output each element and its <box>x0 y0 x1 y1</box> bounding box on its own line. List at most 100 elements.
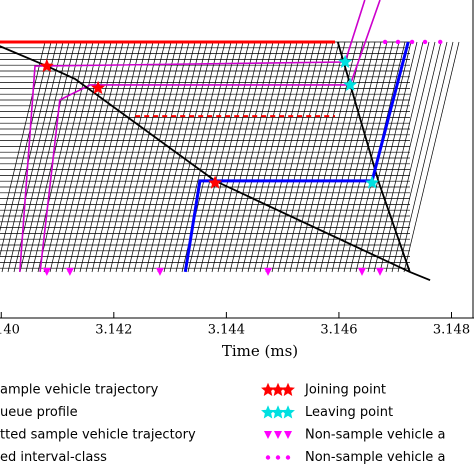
hatch-trajectory <box>325 41 382 273</box>
hatch-trajectory <box>295 41 352 273</box>
star-marker <box>39 58 54 73</box>
hatch-trajectory <box>37 41 94 273</box>
background-trajectories <box>0 41 460 273</box>
dot-marker <box>382 39 388 45</box>
hatch-trajectory <box>265 41 322 273</box>
hatch-trajectory <box>157 41 214 273</box>
triangle-marker <box>65 267 74 276</box>
series-line <box>39 0 381 272</box>
hatch-trajectory <box>49 41 106 273</box>
hatch-trajectory <box>187 41 244 273</box>
legend-label: ample vehicle trajectory <box>0 383 159 398</box>
hatch-trajectory <box>373 41 430 273</box>
hatch-trajectory <box>1 41 58 273</box>
dot-marker <box>438 39 443 45</box>
x-tick-label: 3.146 <box>320 323 357 338</box>
triangle-marker <box>264 267 273 276</box>
series-line <box>19 0 366 272</box>
hatch-trajectory <box>55 41 112 273</box>
star-marker <box>91 80 106 94</box>
triangle-marker <box>42 267 51 276</box>
hatch-trajectory <box>379 41 436 273</box>
legend-swatch <box>274 431 282 439</box>
hatch-trajectory <box>139 41 196 273</box>
hatch-trajectory <box>7 41 64 273</box>
triangle-marker <box>376 267 385 276</box>
hatch-trajectory <box>151 41 208 273</box>
hatch-trajectory <box>67 41 124 273</box>
legend-label: Non-sample vehicle a <box>305 428 445 443</box>
hatch-trajectory <box>97 41 154 273</box>
hatch-trajectory <box>283 41 340 273</box>
hatch-trajectory <box>163 41 220 273</box>
hatch-trajectory <box>211 41 268 273</box>
legend-label: Leaving point <box>305 405 393 420</box>
hatch-trajectory <box>79 41 136 273</box>
hatch-trajectory <box>193 41 250 273</box>
legend-swatch <box>261 382 275 396</box>
triangle-marker <box>155 267 164 276</box>
legend-swatch <box>275 455 281 460</box>
hatch-trajectory <box>43 41 100 273</box>
hatch-trajectory <box>247 41 304 273</box>
hatch-trajectory <box>19 41 76 273</box>
legend-swatch <box>271 405 285 419</box>
hatch-trajectory <box>115 41 172 273</box>
hatch-trajectory <box>331 41 388 273</box>
star-marker <box>365 175 380 189</box>
legend-swatch <box>261 405 275 419</box>
hatch-trajectory <box>391 41 448 273</box>
x-tick-label: 3.142 <box>95 323 132 338</box>
star-marker <box>338 54 353 68</box>
hatch-trajectory <box>259 41 316 273</box>
hatch-trajectory <box>85 41 142 273</box>
hatch-trajectory <box>397 41 454 273</box>
dot-marker <box>409 39 415 45</box>
hatch-trajectory <box>217 41 274 273</box>
hatch-trajectory <box>241 41 298 273</box>
hatch-trajectory <box>61 41 118 273</box>
hatch-trajectory <box>127 41 184 273</box>
legend-swatch <box>264 431 272 439</box>
hatch-trajectory <box>175 41 232 273</box>
hatch-trajectory <box>355 41 412 273</box>
hatch-trajectory <box>103 41 160 273</box>
legend-label: Non-sample vehicle a <box>305 450 445 465</box>
x-axis-title: Time (ms) <box>222 342 298 360</box>
hatch-trajectory <box>337 41 394 273</box>
hatch-trajectory <box>403 41 460 273</box>
plot-area <box>0 0 443 282</box>
triangle-marker <box>358 267 367 276</box>
x-tick-label: 3.148 <box>433 323 470 338</box>
hatch-trajectory <box>223 41 280 273</box>
hatch-trajectory <box>73 41 130 273</box>
hatch-trajectory <box>385 41 442 273</box>
series-line <box>183 41 410 273</box>
hatch-trajectory <box>301 41 358 273</box>
legend-swatch <box>281 405 295 419</box>
hatch-trajectory <box>145 41 202 273</box>
hatch-trajectory <box>205 41 262 273</box>
dot-marker <box>395 39 401 45</box>
x-tick-label: 3.140 <box>0 323 20 338</box>
legend-label: tted sample vehicle trajectory <box>0 428 196 443</box>
hatch-trajectory <box>91 41 148 273</box>
hatch-trajectory <box>109 41 166 273</box>
hatch-trajectory <box>289 41 346 273</box>
hatch-trajectory <box>307 41 364 273</box>
hatch-trajectory <box>229 41 286 273</box>
hatch-trajectory <box>271 41 328 273</box>
star-marker <box>208 175 223 189</box>
legend-label: ueue profile <box>0 405 78 420</box>
legend-swatch <box>281 382 295 396</box>
hatch-trajectory <box>133 41 190 273</box>
legend-swatch <box>285 455 291 460</box>
hatch-trajectory <box>0 41 52 257</box>
hatch-trajectory <box>199 41 256 273</box>
hatch-trajectory <box>0 41 46 232</box>
hatch-trajectory <box>253 41 310 273</box>
legend-label: ed interval-class <box>0 450 107 465</box>
hatch-trajectory <box>169 41 226 273</box>
legend: ample vehicle trajectory ueue profile tted… <box>0 383 445 466</box>
